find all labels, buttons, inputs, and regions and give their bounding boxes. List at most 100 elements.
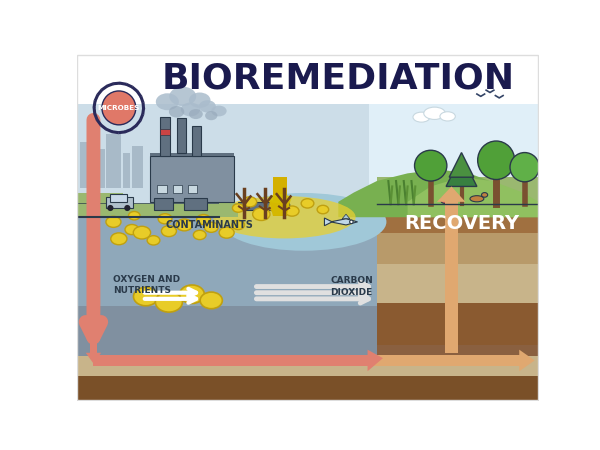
Ellipse shape xyxy=(441,197,448,203)
Ellipse shape xyxy=(440,112,455,121)
Polygon shape xyxy=(407,177,539,217)
Ellipse shape xyxy=(155,292,182,312)
FancyBboxPatch shape xyxy=(77,208,377,308)
FancyBboxPatch shape xyxy=(445,199,458,353)
FancyBboxPatch shape xyxy=(377,177,539,204)
Ellipse shape xyxy=(510,153,539,182)
Text: BIOREMEDIATION: BIOREMEDIATION xyxy=(162,62,515,96)
Ellipse shape xyxy=(193,230,206,239)
FancyBboxPatch shape xyxy=(176,118,186,153)
FancyBboxPatch shape xyxy=(89,117,97,356)
FancyBboxPatch shape xyxy=(377,303,539,346)
FancyBboxPatch shape xyxy=(110,194,127,202)
FancyBboxPatch shape xyxy=(369,104,539,216)
Polygon shape xyxy=(368,350,383,371)
Polygon shape xyxy=(449,153,474,177)
FancyBboxPatch shape xyxy=(173,185,182,193)
Ellipse shape xyxy=(124,205,130,211)
FancyBboxPatch shape xyxy=(377,202,539,235)
Ellipse shape xyxy=(176,219,193,231)
Text: CONTAMINANTS: CONTAMINANTS xyxy=(165,220,253,230)
FancyBboxPatch shape xyxy=(77,306,377,358)
FancyBboxPatch shape xyxy=(377,234,539,266)
Ellipse shape xyxy=(107,205,113,211)
Ellipse shape xyxy=(133,226,151,239)
Ellipse shape xyxy=(470,196,484,202)
Ellipse shape xyxy=(181,103,200,117)
Polygon shape xyxy=(219,203,238,217)
Ellipse shape xyxy=(478,141,515,180)
Ellipse shape xyxy=(199,100,216,112)
Ellipse shape xyxy=(189,109,203,119)
Ellipse shape xyxy=(219,227,234,238)
Text: OXYGEN AND
NUTRIENTS: OXYGEN AND NUTRIENTS xyxy=(113,275,181,295)
Text: CARBON
DIOXIDE: CARBON DIOXIDE xyxy=(331,276,373,297)
Ellipse shape xyxy=(125,225,139,234)
FancyBboxPatch shape xyxy=(149,156,235,202)
FancyBboxPatch shape xyxy=(238,202,284,210)
FancyBboxPatch shape xyxy=(96,149,105,188)
FancyBboxPatch shape xyxy=(273,177,287,216)
FancyBboxPatch shape xyxy=(94,355,374,366)
Ellipse shape xyxy=(232,220,245,230)
FancyBboxPatch shape xyxy=(154,198,173,210)
Ellipse shape xyxy=(197,215,211,225)
Ellipse shape xyxy=(147,236,160,245)
Ellipse shape xyxy=(128,212,140,220)
Ellipse shape xyxy=(482,193,488,197)
Ellipse shape xyxy=(161,225,176,237)
Ellipse shape xyxy=(349,220,354,224)
FancyBboxPatch shape xyxy=(157,185,167,193)
Polygon shape xyxy=(269,200,290,216)
FancyBboxPatch shape xyxy=(184,198,208,210)
Polygon shape xyxy=(149,153,235,156)
Ellipse shape xyxy=(156,93,179,110)
Circle shape xyxy=(102,91,136,125)
Text: RECOVERY: RECOVERY xyxy=(404,214,519,233)
FancyBboxPatch shape xyxy=(106,134,121,188)
Ellipse shape xyxy=(415,150,447,181)
Ellipse shape xyxy=(424,107,445,119)
Polygon shape xyxy=(338,170,539,217)
Ellipse shape xyxy=(279,200,290,211)
Ellipse shape xyxy=(205,111,217,120)
Polygon shape xyxy=(437,186,466,202)
FancyBboxPatch shape xyxy=(77,54,539,400)
FancyBboxPatch shape xyxy=(77,203,219,217)
Ellipse shape xyxy=(169,87,196,106)
Ellipse shape xyxy=(205,222,218,232)
FancyBboxPatch shape xyxy=(369,355,523,366)
FancyBboxPatch shape xyxy=(77,376,539,400)
FancyBboxPatch shape xyxy=(188,185,197,193)
Polygon shape xyxy=(519,350,535,371)
FancyBboxPatch shape xyxy=(77,193,123,216)
Ellipse shape xyxy=(268,194,292,203)
FancyBboxPatch shape xyxy=(77,356,539,378)
Polygon shape xyxy=(342,214,350,219)
FancyBboxPatch shape xyxy=(123,153,130,188)
FancyBboxPatch shape xyxy=(106,197,133,208)
Ellipse shape xyxy=(200,292,223,309)
Ellipse shape xyxy=(253,208,270,220)
FancyBboxPatch shape xyxy=(77,54,539,108)
Polygon shape xyxy=(211,208,377,235)
Ellipse shape xyxy=(350,220,353,223)
Ellipse shape xyxy=(317,205,329,214)
Ellipse shape xyxy=(213,196,356,238)
Ellipse shape xyxy=(285,206,299,216)
FancyBboxPatch shape xyxy=(377,345,539,378)
FancyBboxPatch shape xyxy=(80,142,94,188)
FancyBboxPatch shape xyxy=(447,199,449,204)
Ellipse shape xyxy=(211,106,227,117)
Ellipse shape xyxy=(413,112,430,122)
Ellipse shape xyxy=(179,285,205,303)
Ellipse shape xyxy=(221,193,386,251)
FancyBboxPatch shape xyxy=(77,104,377,216)
Ellipse shape xyxy=(106,216,121,227)
Ellipse shape xyxy=(189,93,211,108)
Ellipse shape xyxy=(111,233,127,245)
Polygon shape xyxy=(86,353,101,364)
Text: MICROBES: MICROBES xyxy=(98,105,140,111)
Ellipse shape xyxy=(301,199,314,208)
Ellipse shape xyxy=(243,197,257,207)
